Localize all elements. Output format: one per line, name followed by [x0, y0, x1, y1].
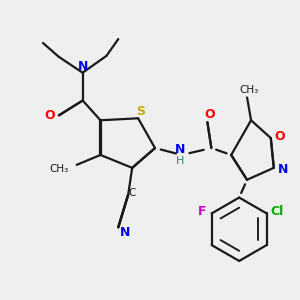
Text: N: N [175, 142, 185, 155]
Text: CH₃: CH₃ [239, 85, 259, 94]
Text: Cl: Cl [270, 205, 283, 218]
Text: CH₃: CH₃ [50, 164, 69, 174]
Text: O: O [204, 108, 215, 121]
Text: F: F [198, 205, 206, 218]
Text: S: S [136, 105, 146, 118]
Text: O: O [274, 130, 285, 142]
Text: N: N [120, 226, 130, 239]
Text: N: N [278, 163, 288, 176]
Text: O: O [45, 109, 55, 122]
Text: C: C [128, 188, 136, 198]
Text: N: N [77, 60, 88, 73]
Text: H: H [176, 156, 184, 166]
